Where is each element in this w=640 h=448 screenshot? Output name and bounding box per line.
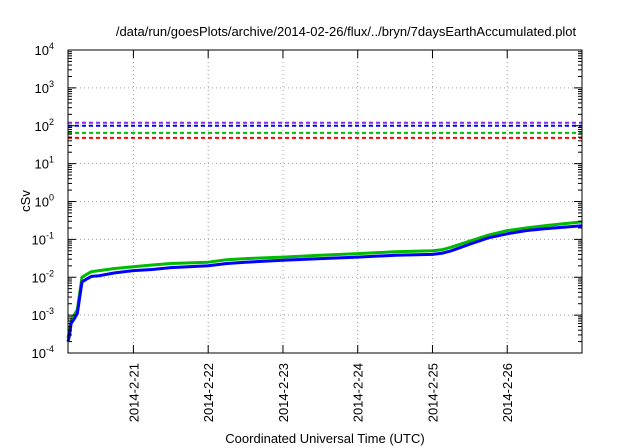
- axis-ticks: [68, 49, 582, 354]
- x-tick-label: 2014-2-26: [500, 363, 515, 422]
- x-axis-label: Coordinated Universal Time (UTC): [225, 431, 424, 446]
- y-tick-label: 102: [35, 117, 54, 134]
- series-1-line: [66, 224, 583, 342]
- x-tick-label: 2014-2-24: [351, 363, 366, 422]
- y-tick-label: 10-3: [32, 306, 54, 323]
- x-tick-label: 2014-2-23: [276, 363, 291, 422]
- y-tick-label: 100: [35, 193, 54, 210]
- x-tick-label: 2014-2-25: [425, 363, 440, 422]
- x-tick-labels: 2014-2-21 2014-2-22 2014-2-23 2014-2-24 2014…: [126, 363, 515, 422]
- y-tick-label: 103: [35, 79, 54, 96]
- y-tick-label: 104: [35, 41, 54, 58]
- y-tick-label: 10-4: [32, 344, 54, 361]
- x-tick-label: 2014-2-21: [126, 363, 141, 422]
- y-tick-label: 10-1: [32, 230, 54, 247]
- y-tick-labels: 10-4 10-3 10-2 10-1 100 101 102 103 104: [32, 41, 54, 361]
- y-tick-label: 101: [35, 155, 54, 172]
- grid: [68, 50, 582, 353]
- y-axis-label: cSv: [18, 190, 33, 212]
- series-layer: [66, 121, 583, 342]
- plot-frame: [67, 49, 583, 354]
- y-tick-label: 10-2: [32, 268, 54, 285]
- chart-title: /data/run/goesPlots/archive/2014-02-26/f…: [116, 24, 577, 39]
- x-tick-label: 2014-2-22: [201, 363, 216, 422]
